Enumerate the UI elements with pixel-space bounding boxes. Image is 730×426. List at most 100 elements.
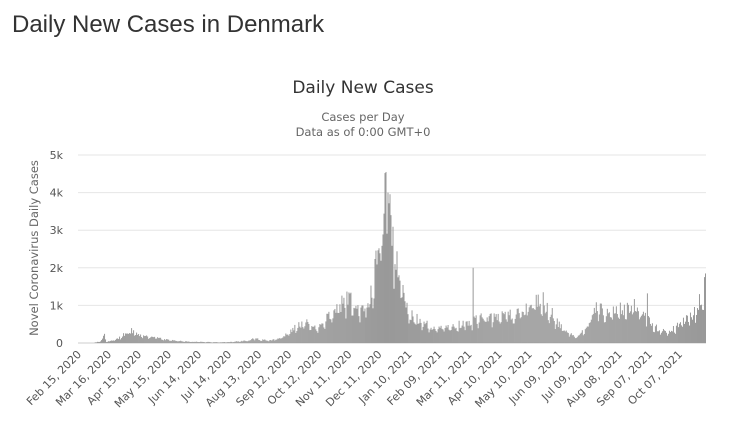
bar (349, 293, 351, 343)
bar (361, 305, 363, 343)
bar (393, 288, 395, 343)
bar (628, 312, 630, 343)
bar (698, 294, 700, 343)
bar (377, 250, 379, 343)
bar (237, 341, 239, 343)
bar (100, 341, 102, 343)
bar (105, 339, 107, 343)
bar (191, 341, 193, 343)
bar (491, 327, 493, 343)
bar (439, 327, 441, 343)
bar (373, 298, 375, 343)
bar (554, 329, 556, 343)
bar (551, 308, 553, 343)
bar (545, 311, 547, 343)
bar (166, 339, 168, 343)
bar (380, 260, 382, 343)
bar (175, 340, 177, 343)
bar (188, 341, 190, 343)
bar (159, 337, 161, 343)
bar (223, 342, 225, 343)
bar (302, 327, 304, 343)
bar (580, 332, 582, 343)
bar (567, 332, 569, 343)
bar (220, 342, 222, 343)
bar (556, 318, 558, 343)
bar (534, 309, 536, 343)
bar (276, 339, 278, 343)
bar (236, 341, 238, 343)
bar (313, 326, 315, 343)
bar (131, 328, 133, 343)
bar (362, 305, 364, 343)
bar (217, 342, 219, 343)
bar (417, 323, 419, 343)
bar (261, 340, 263, 343)
bar (399, 280, 401, 343)
bar (116, 338, 118, 343)
bar (559, 328, 561, 343)
bar (603, 322, 605, 343)
bar (269, 340, 271, 343)
bar (584, 329, 586, 343)
bar (587, 326, 589, 343)
bar (305, 322, 307, 343)
bar (445, 325, 447, 343)
bar (619, 302, 621, 343)
bar (307, 321, 309, 343)
bar (309, 330, 311, 343)
bar (597, 321, 599, 343)
bar (391, 245, 393, 343)
bar (289, 333, 291, 343)
bar (400, 298, 402, 343)
bar (429, 329, 431, 343)
bar (144, 336, 146, 343)
bar (127, 333, 129, 343)
bar (595, 302, 597, 343)
bar (679, 322, 681, 343)
chart-title: Daily New Cases (292, 78, 434, 98)
bar (333, 310, 335, 343)
bar (692, 315, 694, 343)
bar (427, 328, 429, 343)
bar (600, 303, 602, 343)
bar (409, 319, 411, 343)
bar (402, 284, 404, 343)
bar (420, 322, 422, 343)
bar (647, 316, 649, 343)
bar (211, 342, 213, 343)
bar (243, 340, 245, 343)
bar (488, 316, 490, 343)
bar (179, 341, 181, 343)
bar (197, 341, 199, 343)
bar (454, 328, 456, 343)
bar (388, 203, 390, 343)
bar (657, 331, 659, 343)
bar (535, 294, 537, 343)
page-title: Daily New Cases in Denmark (12, 11, 325, 38)
bar (379, 253, 381, 343)
bar (463, 326, 465, 343)
bar (687, 321, 689, 343)
bar (104, 333, 106, 343)
bar (422, 326, 424, 343)
bar (430, 327, 432, 343)
bar (160, 337, 162, 343)
bar (433, 326, 435, 343)
bar (678, 323, 680, 343)
bar (174, 340, 176, 343)
bar (282, 337, 284, 343)
bar (147, 336, 149, 343)
bar (326, 313, 328, 343)
bar (392, 226, 394, 343)
bar (229, 342, 231, 343)
bar (499, 323, 501, 343)
bar (472, 267, 474, 343)
bar (658, 330, 660, 343)
bar (592, 313, 594, 343)
bar (230, 341, 232, 343)
bar (496, 320, 498, 343)
bar (260, 341, 262, 343)
bar (270, 339, 272, 343)
